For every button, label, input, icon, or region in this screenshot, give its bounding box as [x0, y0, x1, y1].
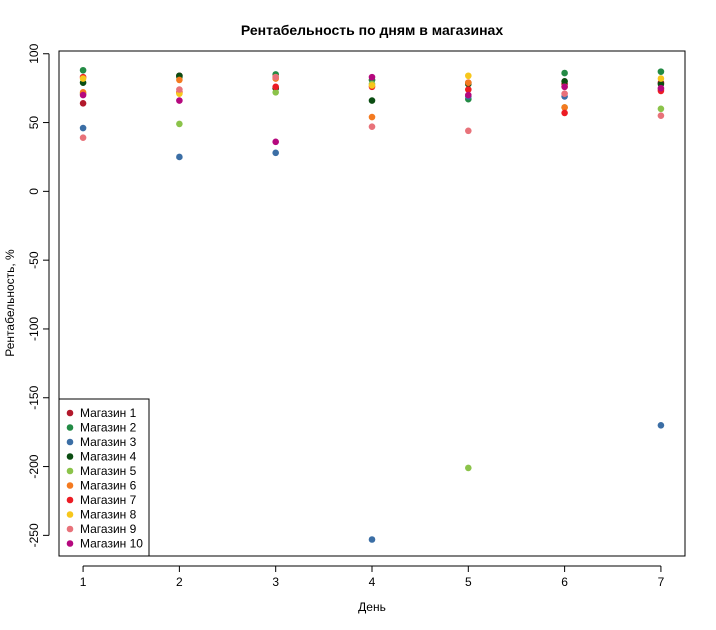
data-point [79, 75, 87, 82]
data-point [176, 153, 183, 161]
data-point [657, 421, 665, 429]
legend-label: Магазин 7 [80, 493, 137, 507]
x-tick-label: 4 [369, 575, 376, 589]
legend-marker [66, 511, 74, 518]
data-point [368, 536, 376, 543]
data-point [368, 97, 376, 104]
data-point [272, 73, 279, 81]
y-tick-label: 0 [27, 188, 41, 195]
data-point [368, 73, 376, 81]
data-point [561, 69, 568, 77]
data-point [465, 72, 472, 80]
legend-label: Магазин 3 [80, 435, 137, 449]
plot-area-frame [58, 50, 686, 557]
y-tick-label: 100 [27, 43, 41, 63]
legend-label: Магазин 10 [80, 537, 143, 551]
y-tick-label: -100 [27, 317, 41, 341]
data-point [368, 113, 376, 121]
y-tick-label: -50 [27, 251, 41, 269]
x-tick-label: 5 [465, 575, 472, 589]
legend-marker [66, 409, 74, 417]
legend-label: Магазин 9 [80, 522, 137, 536]
legend-marker [66, 438, 74, 446]
legend-label: Магазин 6 [80, 479, 137, 493]
data-point [657, 105, 665, 113]
y-tick-label: -200 [27, 454, 41, 478]
data-point [561, 109, 568, 117]
legend-marker [66, 482, 74, 489]
y-tick-label: -150 [27, 385, 41, 409]
data-point [368, 123, 376, 130]
data-point [657, 75, 665, 82]
data-point [465, 79, 472, 86]
data-point [465, 127, 472, 135]
data-point [176, 76, 183, 84]
legend-box [58, 398, 150, 557]
data-point [79, 99, 87, 107]
data-point [272, 88, 279, 96]
y-tick-label: -250 [27, 523, 41, 547]
data-point [79, 124, 87, 132]
data-point [561, 90, 568, 97]
legend-label: Магазин 2 [80, 421, 137, 435]
y-axis: 100 50 0 -50 -100 -150 -200 -250 [27, 43, 50, 547]
data-point [79, 91, 87, 99]
data-point [657, 84, 665, 92]
data-point [272, 138, 279, 146]
data-point [561, 83, 568, 91]
data-point [465, 86, 472, 93]
chart-title: Рентабельность по дням в магазинах [241, 22, 503, 38]
legend-marker [66, 540, 74, 547]
data-point [561, 77, 568, 85]
data-point [176, 86, 183, 93]
x-axis-label: День [358, 600, 386, 614]
data-point [657, 68, 665, 75]
data-point [465, 464, 472, 472]
x-axis: 1 2 3 4 5 6 7 [80, 565, 665, 589]
legend-marker [66, 467, 74, 475]
data-point [368, 82, 376, 89]
x-tick-label: 2 [176, 575, 183, 589]
legend-marker [66, 525, 74, 533]
legend-label: Магазин 8 [80, 508, 137, 522]
y-axis-label: Рентабельность, % [3, 249, 17, 357]
data-point [176, 97, 183, 104]
legend-label: Магазин 5 [80, 464, 137, 478]
data-points [79, 66, 665, 543]
x-tick-label: 7 [658, 575, 665, 589]
data-point [657, 112, 665, 119]
data-point [272, 149, 279, 157]
data-point [79, 66, 87, 74]
legend-marker [66, 496, 74, 504]
data-point [176, 120, 183, 128]
legend-label: Магазин 1 [80, 406, 137, 420]
legend-marker [66, 424, 74, 431]
x-tick-label: 3 [272, 575, 279, 589]
legend-marker [66, 453, 74, 460]
data-point [79, 134, 87, 141]
legend-label: Магазин 4 [80, 450, 137, 464]
x-tick-label: 6 [561, 575, 568, 589]
data-point [465, 91, 472, 99]
x-tick-label: 1 [80, 575, 87, 589]
data-point [561, 104, 568, 111]
data-point [272, 83, 279, 91]
y-tick-label: 50 [27, 116, 41, 130]
